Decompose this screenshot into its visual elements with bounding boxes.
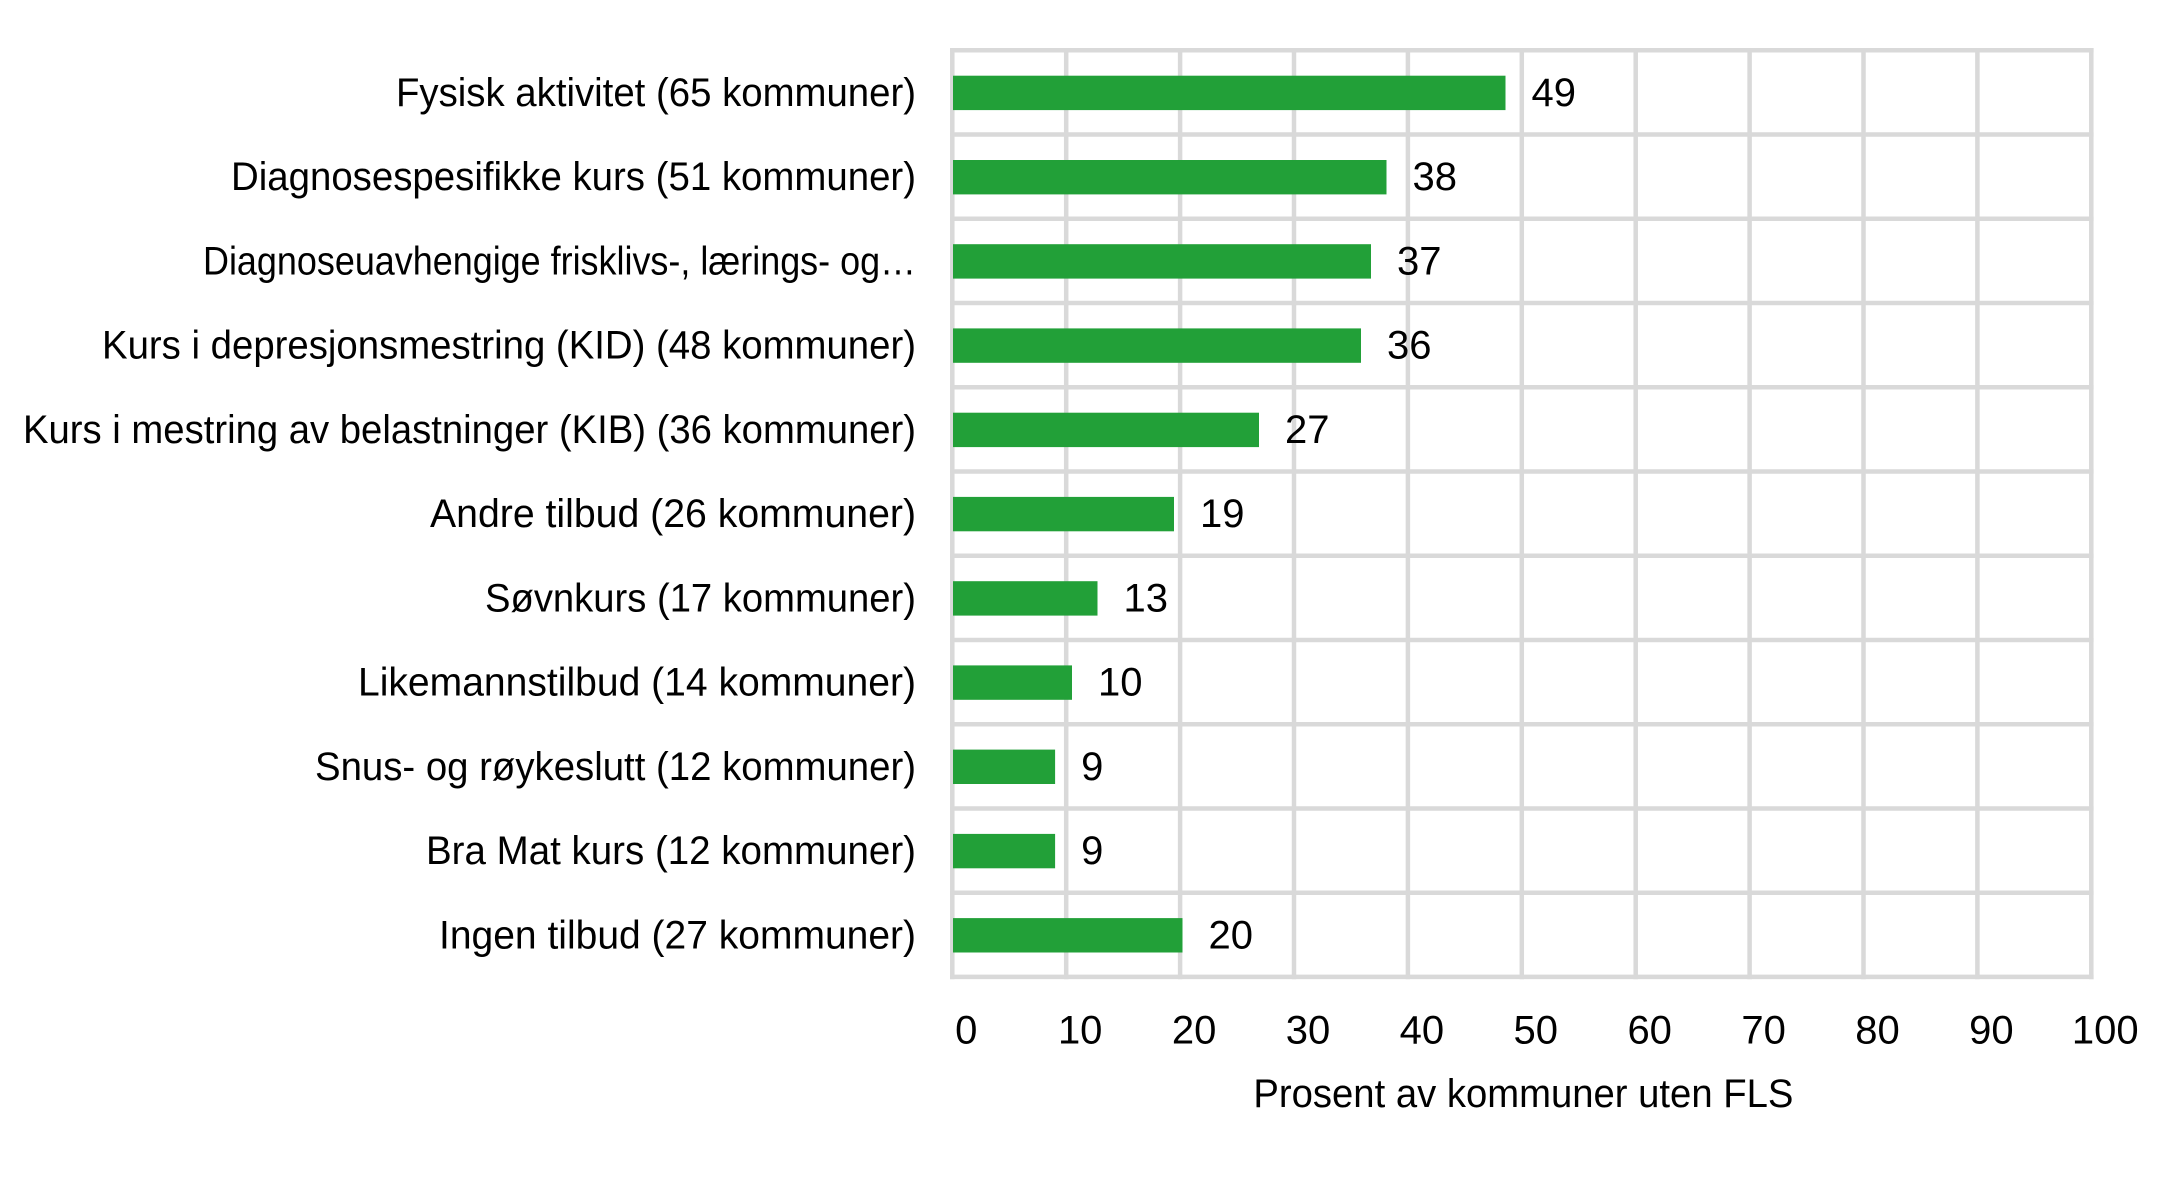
svg-text:Likemannstilbud (14 kommuner): Likemannstilbud (14 kommuner) [358, 661, 916, 705]
svg-text:13: 13 [1124, 576, 1169, 620]
svg-text:Snus- og røykeslutt (12 kommun: Snus- og røykeslutt (12 kommuner) [315, 745, 916, 789]
svg-text:20: 20 [1172, 1009, 1217, 1053]
svg-text:19: 19 [1200, 492, 1245, 536]
svg-text:10: 10 [1058, 1009, 1103, 1053]
svg-text:10: 10 [1098, 661, 1143, 705]
svg-text:9: 9 [1081, 829, 1103, 873]
svg-text:Bra Mat kurs (12 kommuner): Bra Mat kurs (12 kommuner) [426, 829, 916, 873]
svg-text:Prosent av kommuner uten FLS: Prosent av kommuner uten FLS [1253, 1072, 1793, 1116]
svg-text:Kurs i mestring av belastninge: Kurs i mestring av belastninger (KIB) (3… [23, 408, 916, 452]
svg-text:Kurs i depresjonsmestring (KID: Kurs i depresjonsmestring (KID) (48 komm… [102, 324, 916, 368]
svg-text:36: 36 [1387, 324, 1432, 368]
svg-text:0: 0 [955, 1009, 977, 1053]
svg-text:50: 50 [1514, 1009, 1559, 1053]
svg-text:Diagnoseuavhengige frisklivs-,: Diagnoseuavhengige frisklivs-, lærings- … [203, 239, 916, 283]
svg-text:100: 100 [2072, 1009, 2139, 1053]
svg-text:Diagnosespesifikke kurs (51 ko: Diagnosespesifikke kurs (51 kommuner) [231, 155, 916, 199]
svg-text:Søvnkurs (17 kommuner): Søvnkurs (17 kommuner) [485, 576, 916, 620]
svg-text:80: 80 [1855, 1009, 1900, 1053]
svg-text:20: 20 [1209, 913, 1254, 957]
svg-text:37: 37 [1397, 239, 1442, 283]
svg-text:Ingen tilbud (27 kommuner): Ingen tilbud (27 kommuner) [439, 913, 916, 957]
svg-text:90: 90 [1969, 1009, 2014, 1053]
svg-text:38: 38 [1413, 155, 1458, 199]
svg-text:9: 9 [1081, 745, 1103, 789]
svg-text:Andre tilbud (26 kommuner): Andre tilbud (26 kommuner) [430, 492, 916, 536]
svg-text:49: 49 [1532, 71, 1577, 115]
svg-text:Fysisk aktivitet (65 kommuner): Fysisk aktivitet (65 kommuner) [396, 71, 916, 115]
svg-text:70: 70 [1741, 1009, 1786, 1053]
svg-text:30: 30 [1286, 1009, 1331, 1053]
svg-text:27: 27 [1285, 408, 1330, 452]
svg-text:40: 40 [1400, 1009, 1445, 1053]
svg-text:60: 60 [1627, 1009, 1672, 1053]
